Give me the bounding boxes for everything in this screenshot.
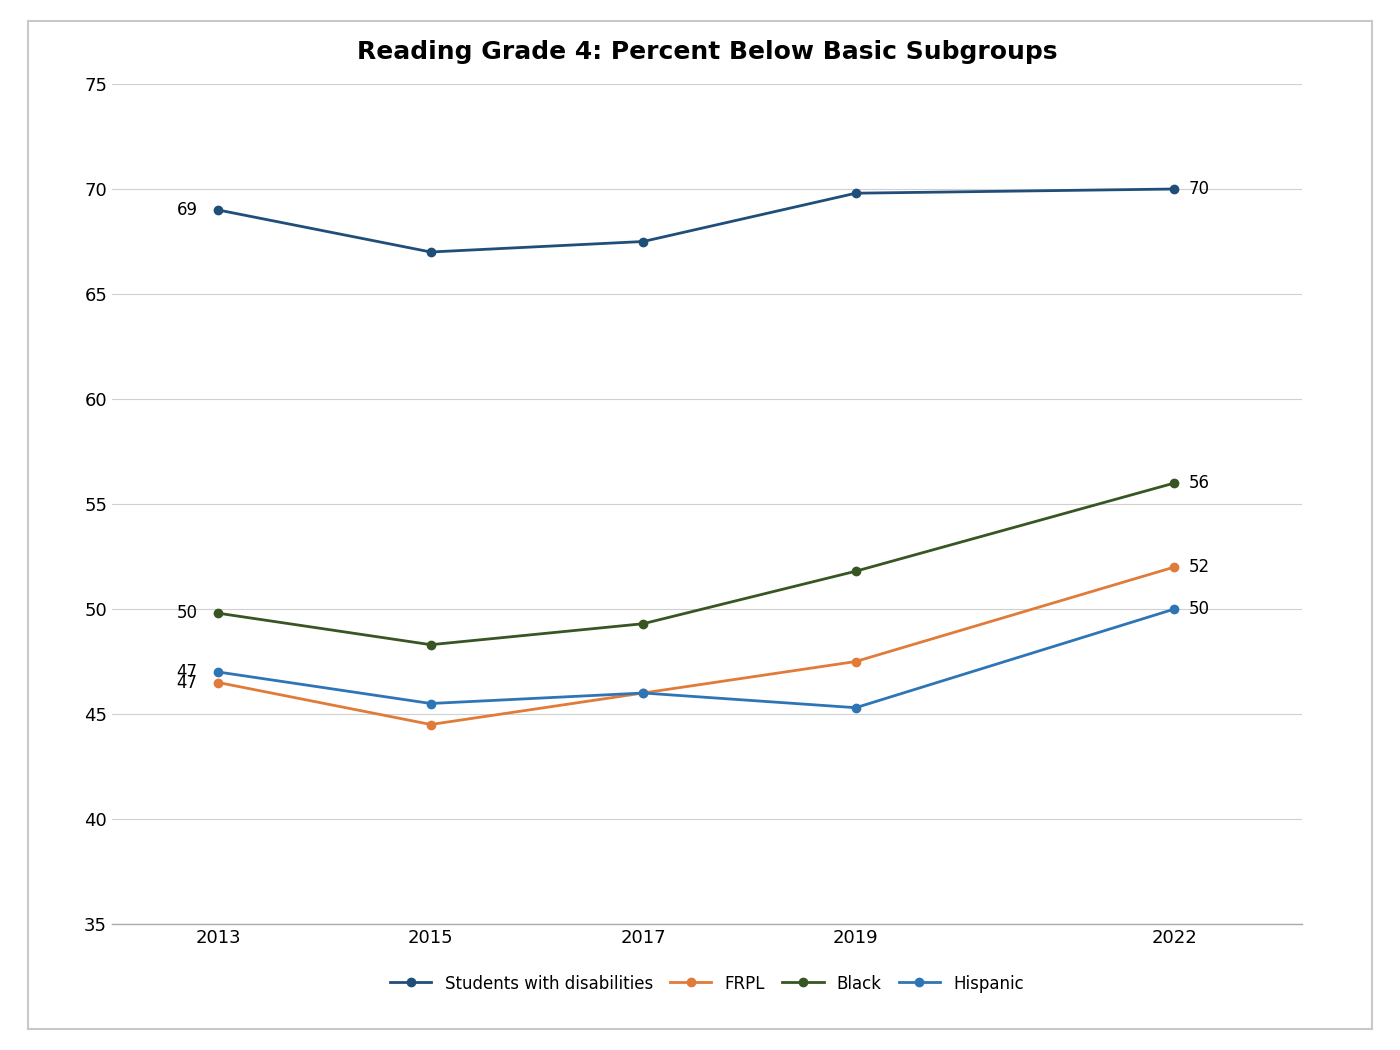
FRPL (210, 676, 227, 689)
Students with disabilities (634, 235, 651, 248)
Line: FRPL: FRPL (214, 563, 1179, 729)
Line: Black: Black (214, 479, 1179, 649)
Students with disabilities (210, 204, 227, 216)
Hispanic (1166, 603, 1183, 615)
FRPL (1166, 561, 1183, 573)
Black (847, 565, 864, 578)
Text: 50: 50 (1189, 600, 1210, 618)
Hispanic (847, 701, 864, 714)
Black (634, 617, 651, 630)
Students with disabilities (1166, 183, 1183, 195)
FRPL (634, 687, 651, 699)
Line: Hispanic: Hispanic (214, 605, 1179, 712)
Text: 47: 47 (176, 673, 197, 692)
Text: 69: 69 (176, 201, 197, 219)
Black (423, 638, 440, 651)
Text: 47: 47 (176, 663, 197, 681)
Black (1166, 477, 1183, 489)
Legend: Students with disabilities, FRPL, Black, Hispanic: Students with disabilities, FRPL, Black,… (384, 968, 1030, 1000)
Hispanic (423, 697, 440, 710)
FRPL (847, 655, 864, 668)
Students with disabilities (423, 246, 440, 258)
FRPL (423, 718, 440, 731)
Hispanic (634, 687, 651, 699)
Text: 50: 50 (176, 604, 197, 623)
Title: Reading Grade 4: Percent Below Basic Subgroups: Reading Grade 4: Percent Below Basic Sub… (357, 40, 1057, 64)
Hispanic (210, 666, 227, 678)
Black (210, 607, 227, 620)
Students with disabilities (847, 187, 864, 200)
Line: Students with disabilities: Students with disabilities (214, 185, 1179, 256)
Text: 56: 56 (1189, 474, 1210, 492)
Text: 70: 70 (1189, 180, 1210, 198)
Text: 52: 52 (1189, 558, 1210, 576)
